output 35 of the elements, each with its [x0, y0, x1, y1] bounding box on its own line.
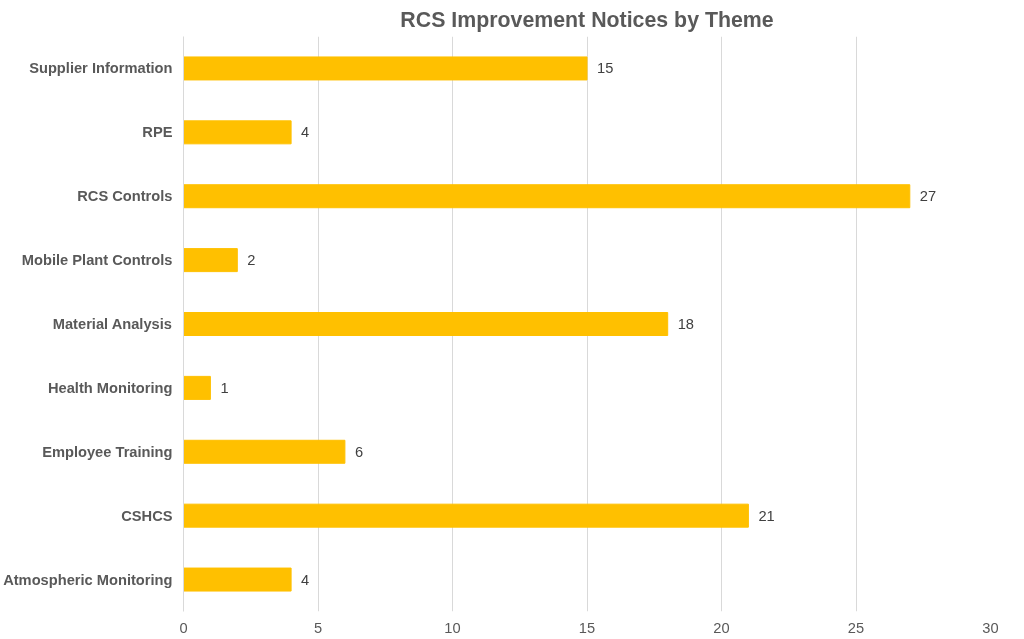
y-tick-label: Atmospheric Monitoring — [3, 571, 173, 588]
bar — [183, 375, 211, 400]
data-label: 18 — [677, 316, 695, 332]
data-label: 15 — [597, 60, 614, 77]
y-tick-label: Health Monitoring — [47, 379, 173, 396]
bar — [183, 567, 292, 592]
x-tick-label: 15 — [578, 619, 596, 636]
bar — [183, 120, 292, 145]
data-label: 4 — [301, 124, 310, 141]
bar — [183, 56, 588, 81]
data-label: 4 — [301, 571, 310, 588]
data-label: 27 — [919, 188, 937, 205]
y-tick-label: Mobile Plant Controls — [21, 252, 173, 269]
bar — [183, 184, 911, 209]
bar — [183, 503, 749, 528]
x-tick-label: 25 — [847, 619, 865, 636]
y-tick-label: RPE — [142, 124, 173, 141]
bar — [183, 248, 238, 273]
y-tick-label: CSHCS — [121, 507, 173, 524]
chart-title: RCS Improvement Notices by Theme — [400, 7, 774, 32]
data-label: 21 — [758, 507, 775, 524]
y-tick-label: Supplier Information — [29, 60, 173, 77]
y-tick-label: Employee Training — [42, 443, 173, 460]
x-tick-label: 20 — [713, 619, 730, 636]
x-tick-label: 30 — [982, 619, 999, 636]
data-label: 2 — [247, 252, 256, 269]
bar — [183, 439, 346, 464]
x-tick-label: 5 — [313, 619, 323, 636]
data-label: 1 — [220, 379, 229, 396]
y-tick-label: RCS Controls — [77, 188, 173, 205]
bar — [183, 312, 669, 336]
x-tick-label: 10 — [444, 619, 461, 636]
x-tick-label: 0 — [179, 619, 188, 636]
y-tick-label: Material Analysis — [52, 316, 172, 332]
data-label: 6 — [354, 443, 364, 460]
